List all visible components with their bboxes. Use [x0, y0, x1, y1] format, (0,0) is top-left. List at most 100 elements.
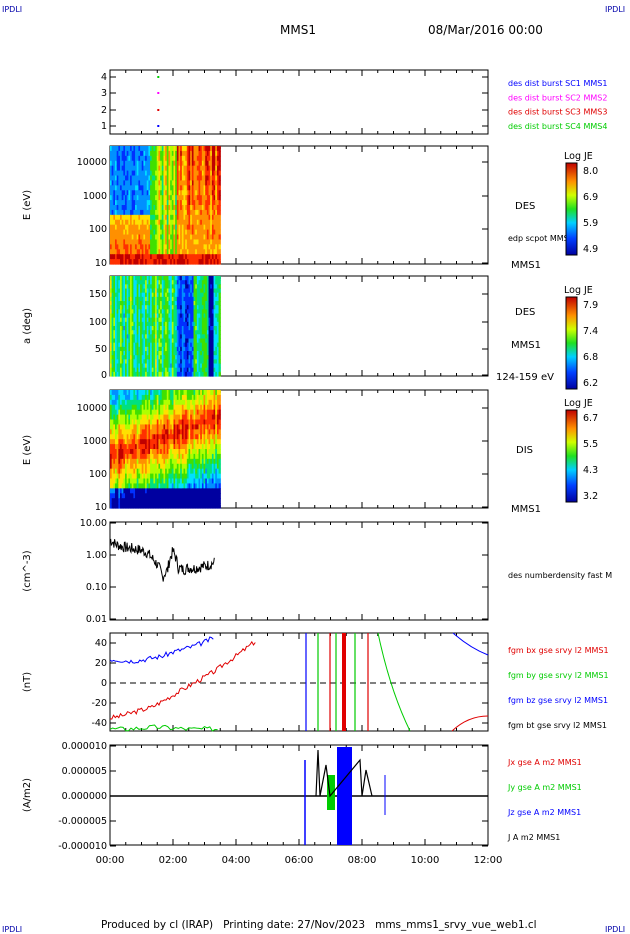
spectrogram-cell	[120, 219, 123, 226]
spectrogram-cell	[193, 483, 196, 489]
spectrogram-cell	[173, 309, 176, 315]
spectrogram-cell	[171, 342, 175, 348]
spectrogram-cell	[168, 276, 171, 281]
spectrogram-cell	[171, 175, 175, 182]
spectrogram-cell	[181, 292, 185, 298]
spectrogram-cell	[168, 313, 171, 319]
spectrogram-cell	[193, 493, 196, 499]
spectrogram-cell	[213, 363, 216, 369]
spectrogram-cell	[158, 473, 161, 480]
spectrogram-cell	[163, 399, 166, 406]
spectrogram-cell	[121, 195, 124, 201]
spectrogram-cell	[153, 219, 156, 226]
spectrogram-cell	[203, 363, 206, 369]
spectrogram-cell	[121, 288, 124, 294]
spectrogram-cell	[178, 244, 181, 250]
spectrogram-cell	[201, 488, 205, 494]
spectrogram-cell	[198, 355, 201, 360]
spectrogram-cell	[141, 419, 145, 426]
spectrogram-cell	[118, 434, 121, 440]
spectrogram-cell	[136, 301, 139, 306]
spectrogram-cell	[181, 254, 185, 260]
spectrogram-cell	[185, 346, 188, 352]
spectrogram-cell	[173, 458, 176, 465]
spectrogram-cell	[120, 214, 123, 221]
spectrogram-cell	[115, 284, 118, 290]
spectrogram-cell	[158, 313, 161, 319]
spectrogram-cell	[150, 458, 153, 465]
spectrogram-cell	[148, 463, 151, 470]
spectrogram-cell	[180, 234, 183, 241]
spectrogram-cell	[183, 414, 186, 421]
spectrogram-cell	[171, 371, 175, 377]
spectrogram-cell	[171, 185, 175, 191]
spectrogram-cell	[190, 305, 193, 310]
spectrogram-cell	[155, 239, 158, 245]
spectrogram-cell	[211, 249, 215, 255]
spectrogram-cell	[128, 478, 131, 485]
spectrogram-cell	[146, 429, 150, 435]
spectrogram-cell	[196, 326, 200, 331]
spectrogram-cell	[141, 468, 145, 475]
spectrogram-cell	[110, 175, 113, 182]
spectrogram-cell	[216, 276, 220, 281]
spectrogram-cell	[156, 483, 160, 489]
spectrogram-cell	[166, 200, 170, 206]
spectrogram-cell	[136, 483, 139, 489]
spectrogram-cell	[195, 155, 198, 162]
spectrogram-cell	[110, 160, 113, 167]
spectrogram-cell	[141, 249, 145, 255]
spectrogram-cell	[171, 346, 175, 352]
spectrogram-cell	[151, 146, 155, 152]
spectrogram-cell	[170, 219, 173, 226]
spectrogram-cell	[191, 180, 195, 186]
spectrogram-cell	[136, 453, 139, 460]
spectrogram-cell	[183, 330, 186, 335]
spectrogram-cell	[130, 288, 133, 294]
spectrogram-cell	[153, 150, 156, 157]
spectrogram-cell	[156, 439, 160, 445]
spectrogram-cell	[155, 473, 158, 480]
spectrogram-cell	[163, 478, 166, 485]
spectrogram-cell	[133, 170, 136, 177]
spectrogram-cell	[218, 200, 221, 206]
spectrogram-cell	[131, 453, 134, 460]
spectrogram-cell	[123, 284, 126, 290]
spectrogram-cell	[138, 165, 141, 172]
spectrogram-cell	[160, 195, 163, 201]
spectrogram-cell	[116, 367, 119, 373]
spectrogram-cell	[191, 498, 195, 504]
spectrogram-cell	[136, 321, 139, 327]
spectrogram-cell	[216, 146, 220, 152]
spectrogram-cell	[191, 483, 195, 489]
spectrogram-cell	[201, 249, 205, 255]
spectrogram-cell	[178, 424, 181, 430]
spectrogram-cell	[126, 190, 129, 196]
spectrogram-cell	[175, 394, 178, 401]
spectrogram-cell	[110, 498, 113, 504]
spectrogram-cell	[183, 363, 186, 369]
spectrogram-cell	[178, 305, 181, 310]
spectrogram-cell	[180, 334, 183, 340]
spectrogram-cell	[138, 175, 141, 182]
spectrogram-cell	[141, 359, 145, 365]
spectrogram-cell	[131, 338, 134, 344]
spectrogram-cell	[176, 468, 180, 475]
spectrogram-cell	[181, 239, 185, 245]
spectrogram-cell	[116, 468, 119, 475]
spectrogram-cell	[191, 434, 195, 440]
spectrogram-cell	[213, 280, 216, 285]
spectrogram-cell	[150, 355, 153, 360]
spectrogram-cell	[143, 434, 146, 440]
spectrogram-cell	[196, 249, 200, 255]
spectrogram-cell	[188, 205, 191, 211]
spectrogram-cell	[178, 170, 181, 177]
spectrogram-cell	[168, 367, 171, 373]
spectrogram-cell	[160, 355, 163, 360]
spectrogram-cell	[203, 254, 206, 260]
spectrogram-cell	[201, 503, 205, 509]
spectrogram-cell	[206, 292, 210, 298]
spectrogram-cell	[140, 444, 143, 450]
spectrogram-cell	[205, 424, 208, 430]
spectrogram-cell	[195, 321, 198, 327]
